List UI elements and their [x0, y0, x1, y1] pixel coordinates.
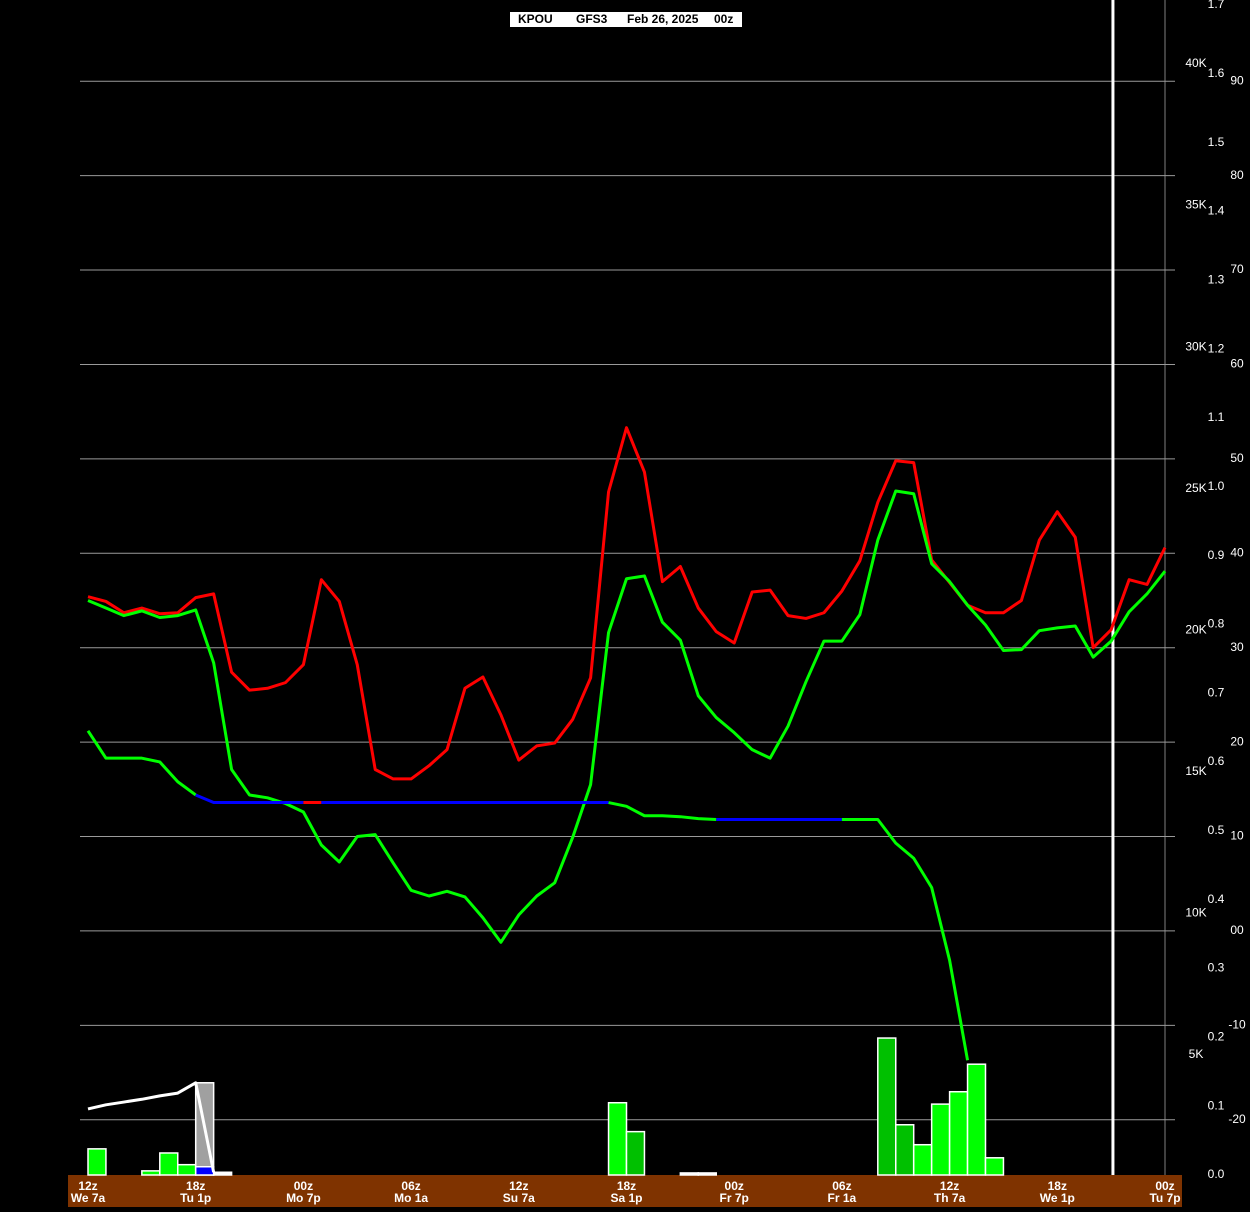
series-line: [87, 489, 1167, 944]
y-tick-label: 50: [1230, 451, 1244, 465]
y2-tick-label: 0.0: [1208, 1167, 1225, 1181]
y2-tick-label: 0.3: [1208, 961, 1225, 975]
x-tick-label: 18z: [1048, 1179, 1067, 1193]
y-tick-label: -10: [1228, 1018, 1246, 1032]
series-line: [86, 729, 197, 797]
y3-tick-label: 15K: [1185, 764, 1206, 778]
precip-bar: [177, 1163, 197, 1176]
y3-tick-label: 20K: [1185, 622, 1206, 636]
y-tick-label: 10: [1230, 829, 1244, 843]
model: GFS3: [576, 12, 608, 26]
x-tick-label: 00z: [294, 1179, 313, 1193]
precip-bar: [912, 1143, 933, 1176]
precip-bar: [141, 1170, 161, 1176]
y2-tick-label: 0.8: [1208, 617, 1225, 631]
x-tick-sublabel: Th 7a: [934, 1191, 966, 1205]
y2-tick-label: 0.7: [1208, 685, 1225, 699]
labels: 90 80 70 60 50 40 30 20 10 00 -10 -20 0.0 0.1 0.2 0.3 0.…: [71, 0, 1246, 1205]
x-tick-sublabel: Sa 1p: [610, 1191, 642, 1205]
x-tick-label: 06z: [401, 1179, 420, 1193]
y3-tick-label: 30K: [1185, 339, 1206, 353]
y3-tick-label: 5K: [1189, 1047, 1204, 1061]
x-tick-sublabel: We 7a: [71, 1191, 106, 1205]
precip-bar: [697, 1172, 717, 1176]
x-tick-label: 12z: [940, 1179, 959, 1193]
x-tick-label: 06z: [832, 1179, 851, 1193]
time-bar: [68, 1175, 1182, 1207]
series-line: [608, 801, 717, 822]
y-tick-label: 00: [1230, 923, 1244, 937]
precip-bar: [895, 1124, 915, 1176]
y3-tick-label: 40K: [1185, 56, 1206, 70]
precip-bar: [948, 1090, 969, 1176]
y2-tick-label: 1.0: [1208, 479, 1225, 493]
y-tick-label: -20: [1228, 1112, 1246, 1126]
precip-bar: [930, 1103, 951, 1176]
marks: [86, 0, 1167, 1176]
precip-bar: [625, 1130, 646, 1176]
x-tick-sublabel: Tu 1p: [180, 1191, 211, 1205]
run: 00z: [714, 12, 733, 26]
precip-bar: [194, 1165, 215, 1176]
precip-bar: [159, 1152, 179, 1176]
x-tick-sublabel: Su 7a: [503, 1191, 535, 1205]
y-tick-label: 80: [1230, 168, 1244, 182]
y-tick-label: 70: [1230, 262, 1244, 276]
y2-tick-label: 1.5: [1208, 135, 1225, 149]
series-line: [87, 1081, 216, 1173]
precip-bar: [679, 1172, 700, 1176]
x-tick-sublabel: Fr 1a: [828, 1191, 857, 1205]
y-tick-label: 30: [1230, 640, 1244, 654]
y2-tick-label: 0.5: [1208, 823, 1225, 837]
series-line: [841, 818, 970, 1061]
y2-tick-label: 0.4: [1208, 892, 1225, 906]
x-tick-label: 12z: [509, 1179, 528, 1193]
precip-bar: [607, 1101, 628, 1176]
precip-bar: [212, 1171, 233, 1176]
date: Feb 26, 2025: [627, 12, 699, 26]
precip-bar: [984, 1157, 1005, 1176]
y2-tick-label: 0.6: [1208, 754, 1225, 768]
y2-tick-label: 1.4: [1208, 204, 1225, 218]
x-tick-label: 18z: [186, 1179, 205, 1193]
y3-tick-label: 35K: [1185, 198, 1206, 212]
y2-tick-label: 0.2: [1208, 1030, 1225, 1044]
y2-tick-label: 1.2: [1208, 341, 1225, 355]
y-tick-label: 20: [1230, 734, 1244, 748]
y2-tick-label: 1.7: [1208, 0, 1225, 11]
y-tick-label: 60: [1230, 357, 1244, 371]
y-tick-label: 90: [1230, 73, 1244, 87]
station: KPOU: [518, 12, 553, 26]
y3-tick-label: 10K: [1185, 906, 1206, 920]
y2-tick-label: 0.1: [1208, 1098, 1225, 1112]
grid: [80, 80, 1175, 1121]
title-box: [510, 12, 742, 27]
x-tick-sublabel: Mo 7p: [286, 1191, 321, 1205]
x-tick-label: 00z: [725, 1179, 744, 1193]
x-tick-label: 00z: [1155, 1179, 1174, 1193]
y2-tick-label: 1.1: [1208, 410, 1225, 424]
y-tick-label: 40: [1230, 545, 1244, 559]
x-tick-sublabel: Tu 7p: [1149, 1191, 1180, 1205]
precip-bar: [87, 1148, 107, 1176]
series-line: [195, 793, 304, 805]
y2-tick-label: 0.9: [1208, 548, 1225, 562]
x-tick-label: 12z: [78, 1179, 97, 1193]
y2-tick-label: 1.3: [1208, 272, 1225, 286]
x-tick-sublabel: Fr 7p: [720, 1191, 749, 1205]
y2-tick-label: 1.6: [1208, 66, 1225, 80]
series-line: [87, 426, 1167, 781]
x-tick-label: 18z: [617, 1179, 636, 1193]
x-tick-sublabel: Mo 1a: [394, 1191, 428, 1205]
x-tick-sublabel: We 1p: [1040, 1191, 1075, 1205]
precip-bar: [877, 1037, 897, 1176]
precip-bar: [966, 1063, 987, 1176]
y3-tick-label: 25K: [1185, 481, 1206, 495]
